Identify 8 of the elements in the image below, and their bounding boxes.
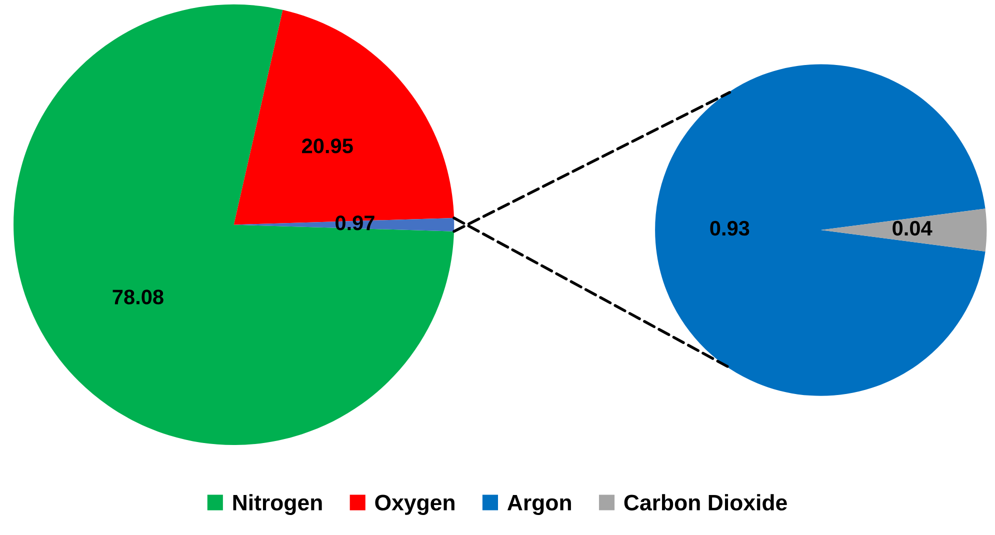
data-label: 20.95	[302, 138, 353, 154]
data-label: 0.93	[710, 220, 750, 236]
data-label: 0.04	[892, 220, 932, 236]
legend-label: Oxygen	[375, 494, 454, 515]
data-label: 78.08	[112, 290, 164, 304]
legend-label: Nitrogen	[233, 494, 322, 515]
legend-label: Carbon Dioxide	[624, 494, 787, 511]
legend-label: Argon	[507, 495, 571, 515]
